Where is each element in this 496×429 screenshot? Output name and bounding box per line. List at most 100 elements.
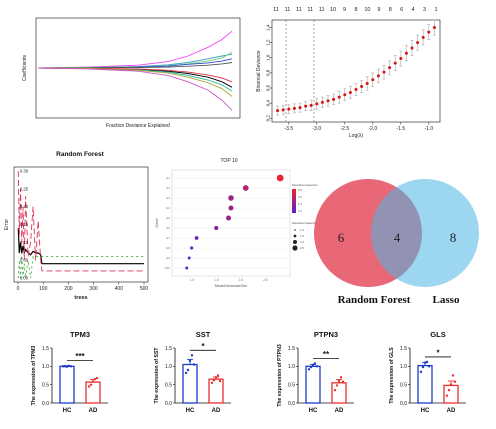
chart-title: Random Forest (56, 151, 105, 158)
sample-point (184, 371, 188, 375)
plot-frame (35, 17, 241, 119)
y-tick-label: 0.5 (165, 382, 172, 388)
x-axis-label: Log(λ) (349, 133, 364, 139)
gene-dot (214, 225, 219, 231)
color-legend-label: 2.5 (298, 188, 302, 192)
gene-dot (276, 174, 284, 182)
cv-point (432, 26, 436, 30)
x-tick-label: AD (89, 408, 98, 414)
significance-label: * (436, 348, 440, 357)
y-tick-label: 1.0 (288, 364, 295, 370)
sample-point (451, 374, 455, 377)
chart-title: TOP 10 (220, 158, 237, 164)
sample-point (453, 380, 457, 383)
cv-point (337, 95, 341, 99)
lasso-cv-chart: 11 11 11 11 11 10 9 8 10 9 8 6 4 3 1 -3.5 -3.0 -2.5 -2.0 -1… (256, 7, 441, 139)
sample-point (61, 365, 65, 368)
x-tick-label: 300 (89, 286, 98, 292)
coef-path-line (37, 67, 233, 97)
venn-count-intersection: 4 (394, 230, 401, 245)
size-legend-label: 2.0 (300, 240, 304, 244)
sample-point (447, 388, 451, 392)
cv-point (298, 106, 302, 110)
chart-title: TPM3 (70, 330, 90, 339)
top-axis-label: 9 (377, 7, 380, 13)
sample-point (87, 385, 91, 388)
x-tick-label: -2.5 (340, 126, 349, 132)
sample-point (337, 379, 341, 383)
gene-label: G4 (166, 206, 170, 210)
random-forest-chart: Random Forest 0 100 200 300 400 500 0.00 0.05 0.1… (4, 151, 148, 301)
gene-dot (226, 215, 232, 221)
y-axis-label: The expression of GLS (389, 347, 395, 404)
cv-point (287, 107, 291, 111)
y-axis-label: Error (4, 219, 10, 230)
cv-point (332, 97, 336, 101)
x-tick-label: HC (63, 408, 72, 414)
x-tick-label: HC (309, 408, 318, 414)
x-tick-label: 0 (17, 286, 20, 292)
y-tick-label: 1.0 (165, 364, 172, 370)
sample-point (95, 376, 99, 380)
sample-point (315, 365, 319, 368)
bar-chart-tpm3: TPM3 0.0 0.5 1.0 1.5 The expression of TPM3 HC… (31, 330, 108, 414)
y-tick-label: 0.20 (20, 204, 29, 209)
plot-frame (171, 169, 291, 277)
top-axis-label: 11 (273, 7, 279, 13)
top-axis-label: 11 (296, 7, 302, 13)
y-tick-label: 0.0 (288, 401, 295, 407)
venn-set-lasso (371, 179, 479, 287)
color-legend-label: 2.0 (298, 195, 302, 199)
size-legend-dot (293, 240, 297, 244)
y-tick-label: 0.00 (20, 276, 29, 281)
y-tick-label: 0.4 (266, 99, 271, 106)
cv-point (304, 104, 308, 108)
gene-dot (228, 195, 234, 201)
size-legend-dot (292, 245, 298, 251)
cv-point (360, 84, 364, 88)
cv-point (354, 88, 358, 92)
gene-label: G8 (166, 246, 170, 250)
top-axis-label: 8 (354, 7, 357, 13)
y-tick-label: 0.0 (42, 401, 49, 407)
y-axis-label: Gene (155, 218, 159, 227)
chart-title: GLS (430, 330, 445, 339)
sample-point (449, 383, 453, 386)
color-legend-label: 1.0 (298, 209, 302, 213)
significance-label: * (201, 342, 205, 351)
cv-point (410, 46, 414, 50)
y-tick-label: 0.5 (288, 382, 295, 388)
x-tick-label: HC (421, 408, 430, 414)
x-tick-label: 200 (64, 286, 73, 292)
cv-point (371, 78, 375, 82)
sample-point (214, 376, 218, 379)
top-axis-label: 11 (307, 7, 313, 13)
plot-frame (271, 19, 441, 123)
sample-point (210, 381, 214, 385)
cv-point (404, 51, 408, 55)
sample-point (218, 379, 222, 383)
sample-point (339, 376, 343, 379)
top-axis-label: 11 (319, 7, 325, 13)
cv-point (292, 106, 296, 110)
top-axis-label: 11 (285, 7, 291, 13)
bar-hc (182, 363, 198, 404)
chart-title: PTPN3 (314, 330, 338, 339)
y-axis-label: The expression of PTPN3 (277, 344, 283, 407)
sample-point (186, 368, 190, 372)
size-legend-label: 1.0 (300, 228, 304, 232)
gene-label: G2 (166, 186, 170, 190)
gene-dot (187, 256, 191, 260)
size-legend-dot (294, 229, 296, 231)
top-axis-label: 9 (343, 7, 346, 13)
bar-hc (59, 365, 75, 404)
cv-point (281, 108, 285, 112)
significance-label: *** (75, 352, 85, 361)
sample-point (190, 354, 194, 357)
gene-label: G1 (166, 176, 170, 180)
y-tick-label: 1.0 (400, 364, 407, 370)
cv-point (309, 103, 313, 107)
x-tick-label: AD (335, 408, 344, 414)
coef-path-line (37, 53, 233, 69)
